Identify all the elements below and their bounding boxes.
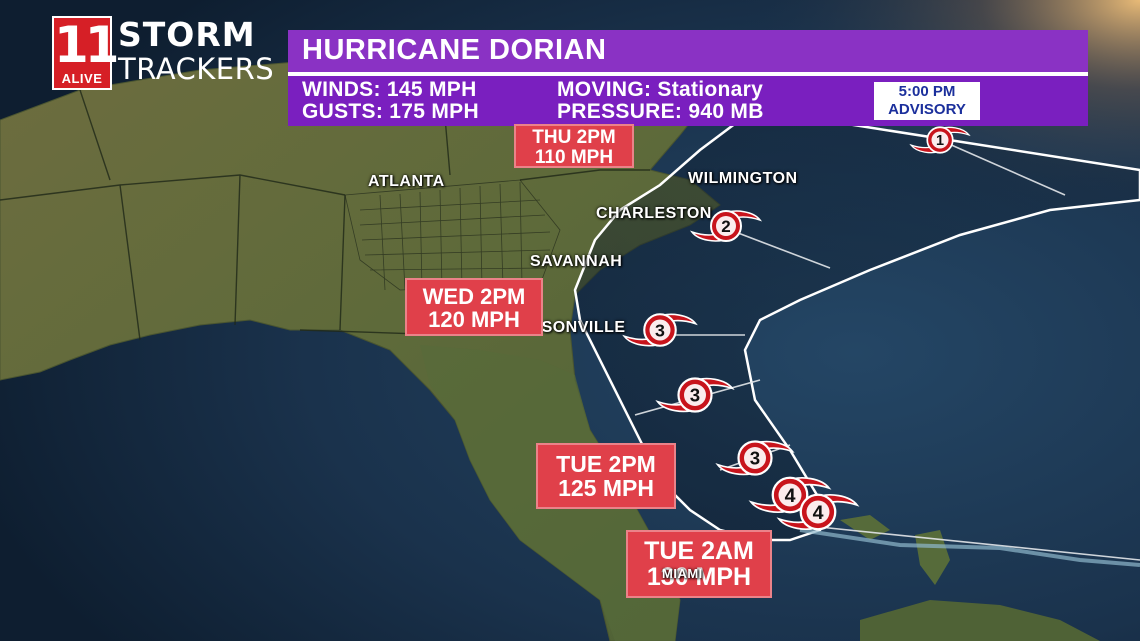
forecast-time: TUE 2PM	[556, 451, 656, 477]
forecast-box-tue-2am: TUE 2AM 130 MPH	[626, 530, 772, 598]
storm-pressure: PRESSURE: 940 MB	[557, 100, 764, 123]
hurricane-icon: 1	[909, 126, 971, 154]
forecast-speed: 125 MPH	[558, 475, 654, 502]
hurricane-category-label: 4	[785, 485, 796, 507]
brand-storm: STORM	[118, 15, 256, 54]
past-track	[799, 528, 1140, 567]
logo-alive: ALIVE	[61, 71, 103, 86]
advisory-badge: 5:00 PM ADVISORY	[874, 82, 980, 120]
hurricane-category-label: 3	[690, 385, 700, 406]
hurricane-icon: 4	[748, 476, 832, 514]
forecast-box-thu-2pm: THU 2PM 110 MPH	[514, 124, 634, 168]
forecast-time: WED 2PM	[422, 284, 526, 309]
city-label-charleston: CHARLESTON	[596, 205, 712, 222]
storm-track-line	[634, 139, 1140, 561]
forecast-speed: 120 MPH	[428, 307, 520, 333]
station-logo: 11 ALIVE	[52, 16, 120, 90]
city-label-miami: MIAMI	[662, 566, 703, 581]
hurricane-category-label: 3	[655, 320, 665, 340]
advisory-label: ADVISORY	[888, 101, 966, 118]
storm-title: HURRICANE DORIAN	[302, 34, 607, 66]
forecast-box-wed-2pm: WED 2PM 120 MPH	[405, 278, 543, 336]
hurricane-icon: 3	[715, 440, 795, 476]
city-label-atlanta: ATLANTA	[368, 173, 445, 190]
hurricane-icon: 4	[776, 493, 860, 531]
title-divider	[288, 72, 1088, 76]
hurricane-icons: 1 2 3 3 3 44	[622, 126, 971, 531]
city-label-wilmington: WILMINGTON	[688, 170, 798, 187]
logo-number: 11	[54, 16, 120, 74]
hurricane-category-label: 3	[750, 448, 760, 469]
storm-winds: WINDS: 145 MPH	[302, 78, 477, 101]
hurricane-category-label: 4	[813, 502, 824, 524]
storm-gusts: GUSTS: 175 MPH	[302, 100, 479, 123]
hurricane-icon: 3	[655, 377, 735, 413]
forecast-time: THU 2PM	[532, 127, 616, 148]
hurricane-category-label: 2	[721, 217, 730, 236]
storm-title-bar: HURRICANE DORIAN	[288, 30, 1088, 72]
cuba-island	[860, 600, 1100, 641]
forecast-time: TUE 2AM	[644, 537, 754, 565]
forecast-speed: 130 MPH	[646, 563, 752, 592]
forecast-box-tue-2pm: TUE 2PM 125 MPH	[536, 443, 676, 509]
forecast-speed: 110 MPH	[534, 146, 614, 168]
storm-moving: MOVING: Stationary	[557, 78, 764, 101]
city-label-savannah: SAVANNAH	[530, 253, 623, 270]
hurricane-icon: 3	[622, 313, 698, 347]
hurricane-category-label: 1	[936, 133, 944, 149]
hurricane-icon: 2	[689, 210, 763, 242]
advisory-time: 5:00 PM	[898, 83, 956, 100]
brand-trackers: TRACKERS	[118, 52, 275, 86]
